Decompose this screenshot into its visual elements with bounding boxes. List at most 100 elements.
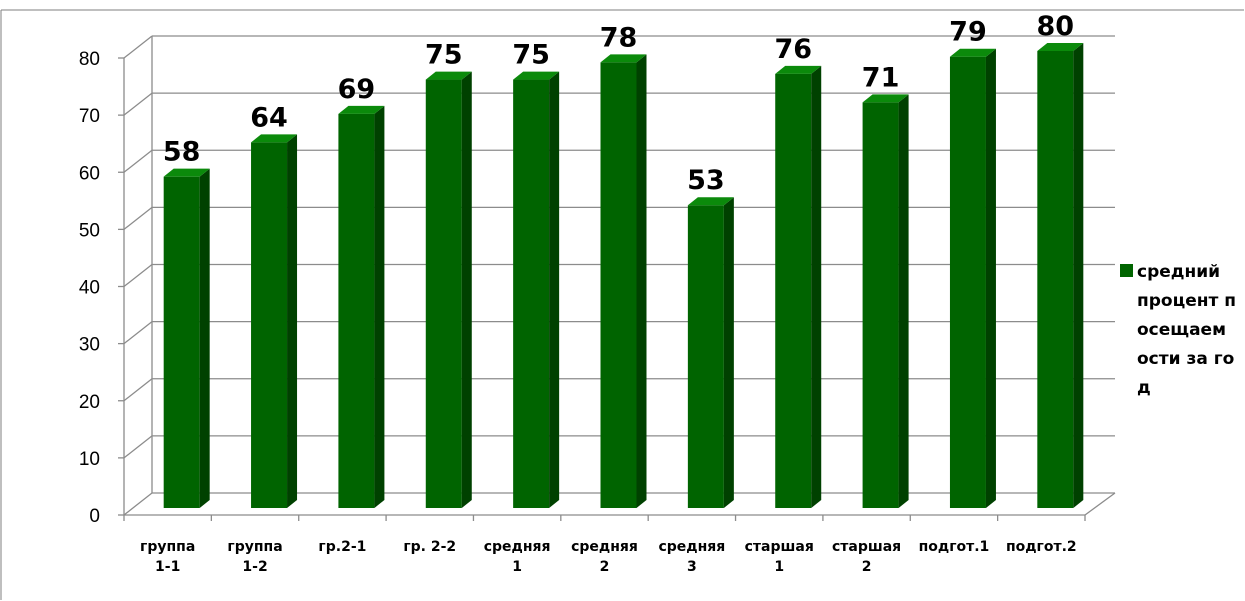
bar xyxy=(163,168,210,509)
bar-side xyxy=(199,168,210,509)
y-tick-label: 80 xyxy=(79,49,100,70)
gridline-side xyxy=(123,492,153,516)
category-label-line: гр. 2-2 xyxy=(403,539,456,555)
bar xyxy=(513,71,560,508)
bar-front xyxy=(1037,51,1074,508)
bar-top xyxy=(600,54,647,63)
category-label: гр.2-1 xyxy=(318,539,366,555)
bar-top xyxy=(251,134,298,143)
data-label: 69 xyxy=(338,74,376,105)
gridline-side xyxy=(123,206,153,230)
bar-front xyxy=(425,79,462,508)
bar-side xyxy=(549,71,560,508)
bar-top xyxy=(513,71,560,80)
bar-top xyxy=(1037,43,1084,51)
gridline-side xyxy=(123,92,153,116)
bar xyxy=(687,197,734,509)
chart-border xyxy=(0,9,1244,600)
data-label: 58 xyxy=(163,137,201,168)
bar xyxy=(600,54,647,509)
y-tick-label: 30 xyxy=(79,335,100,356)
y-tick-label: 60 xyxy=(79,163,100,184)
gridline-side xyxy=(123,378,153,402)
category-label: группа 1-1 xyxy=(140,539,195,575)
bar-side xyxy=(898,94,909,508)
bar xyxy=(775,65,822,508)
gridline-side xyxy=(123,35,153,59)
category-label-line: средняя xyxy=(658,539,725,555)
bar-side xyxy=(461,71,472,508)
data-label: 53 xyxy=(687,165,725,196)
category-label-line: 3 xyxy=(687,559,697,575)
data-label: 75 xyxy=(425,40,463,71)
bar-top xyxy=(425,71,472,80)
bar-side xyxy=(985,48,996,509)
gridline-side xyxy=(123,263,153,288)
bar-side xyxy=(723,197,734,509)
data-label: 64 xyxy=(250,102,288,133)
y-tick-label: 20 xyxy=(79,392,100,413)
category-label-line: гр.2-1 xyxy=(318,539,366,555)
bar xyxy=(862,94,909,508)
gridline-side xyxy=(123,149,153,173)
data-label: 80 xyxy=(1037,11,1075,42)
category-label-line: 1-1 xyxy=(155,559,180,575)
bar xyxy=(251,134,298,508)
category-label: подгот.2 xyxy=(1006,539,1077,555)
category-label-line: 1 xyxy=(774,559,784,575)
bar-front xyxy=(251,142,288,508)
category-label-line: подгот.2 xyxy=(1006,539,1077,555)
bars xyxy=(163,43,1084,509)
category-label-line: старшая xyxy=(745,539,814,555)
category-label-line: группа xyxy=(140,539,195,555)
bar xyxy=(338,105,385,509)
bar-top xyxy=(949,48,996,57)
bar xyxy=(1037,43,1084,508)
bar-top xyxy=(338,105,385,114)
category-label-line: средняя xyxy=(571,539,638,555)
bar-top xyxy=(687,197,734,206)
data-label: 71 xyxy=(862,62,900,93)
bar-front xyxy=(163,176,200,509)
y-tick-label: 40 xyxy=(79,278,100,299)
data-labels: 58 64 69 75 75 78 53 76 71 79 80 xyxy=(163,11,1074,196)
legend-swatch xyxy=(1120,264,1133,277)
bar-side xyxy=(1073,43,1084,508)
category-label: средняя 1 xyxy=(484,539,551,575)
category-label: гр. 2-2 xyxy=(403,539,456,555)
bar-top xyxy=(775,65,822,74)
bar-side xyxy=(374,105,385,509)
data-label: 78 xyxy=(600,22,638,53)
gridline-side xyxy=(123,321,153,345)
bar-front xyxy=(338,113,375,509)
y-tick-label: 70 xyxy=(79,106,100,127)
bar-front xyxy=(600,62,637,509)
category-label: подгот.1 xyxy=(919,539,990,555)
category-label-line: средняя xyxy=(484,539,551,555)
data-label: 75 xyxy=(512,40,550,71)
bar-front xyxy=(775,73,812,508)
category-label-line: 2 xyxy=(862,559,872,575)
y-axis-tick-labels: 0 10 20 30 40 50 60 70 80 xyxy=(79,49,124,527)
category-label: старшая 2 xyxy=(832,539,901,575)
bar-front xyxy=(687,205,724,509)
category-label-line: 1-2 xyxy=(242,559,267,575)
category-label: старшая 1 xyxy=(745,539,814,575)
bar-side xyxy=(811,65,822,508)
y-tick-label: 0 xyxy=(89,506,100,527)
bar-side xyxy=(636,54,647,509)
bar-front xyxy=(949,56,986,509)
category-label: группа 1-2 xyxy=(227,539,282,575)
bar-top xyxy=(163,168,210,177)
category-label: средняя 2 xyxy=(571,539,638,575)
gridline-side xyxy=(123,435,153,459)
category-label-line: подгот.1 xyxy=(919,539,990,555)
bar-front xyxy=(513,79,550,508)
category-label-line: 1 xyxy=(512,559,522,575)
data-label: 79 xyxy=(949,17,987,48)
bar xyxy=(425,71,472,508)
y-tick-label: 10 xyxy=(79,449,100,470)
